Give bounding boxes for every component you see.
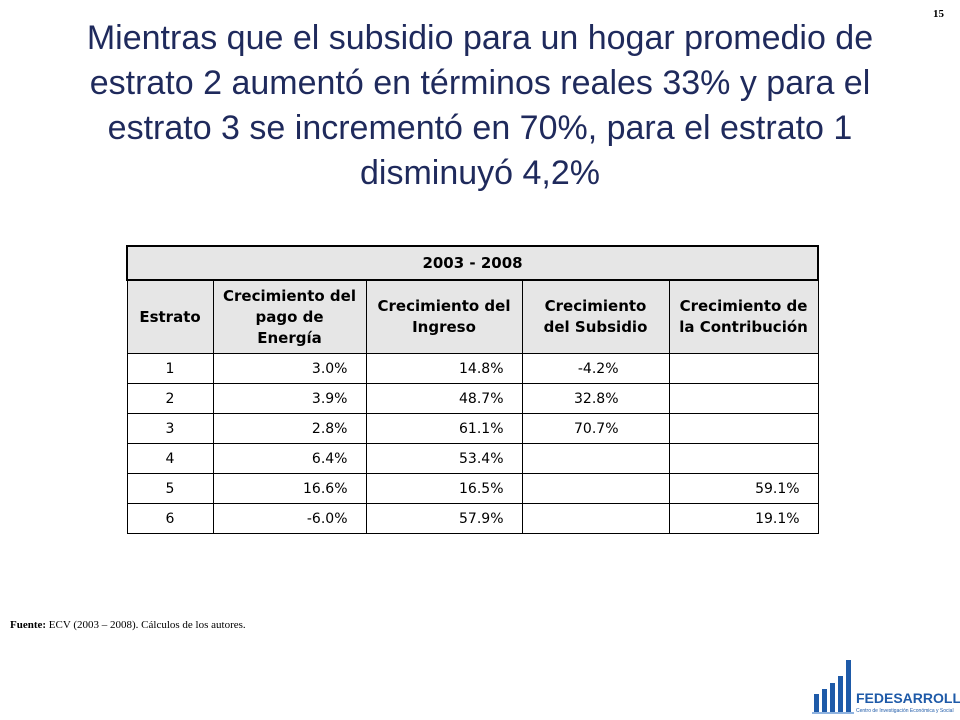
table-row: 6 -6.0% 57.9% 19.1%	[126, 503, 819, 534]
cell-energy-payment-growth: 3.9%	[212, 383, 367, 414]
cell-contribution-growth	[668, 443, 819, 474]
cell-energy-payment-growth: -6.0%	[212, 503, 367, 534]
cell-estrato: 5	[126, 473, 214, 504]
cell-estrato: 3	[126, 413, 214, 444]
header-income-growth: Crecimiento del Ingreso	[365, 279, 523, 354]
cell-energy-payment-growth: 16.6%	[212, 473, 367, 504]
cell-contribution-growth: 19.1%	[668, 503, 819, 534]
cell-income-growth: 57.9%	[365, 503, 523, 534]
header-estrato: Estrato	[126, 279, 214, 354]
cell-estrato: 6	[126, 503, 214, 534]
column-header-row: Estrato Crecimiento del pago de Energía …	[126, 279, 819, 354]
cell-income-growth: 16.5%	[365, 473, 523, 504]
period-header: 2003 - 2008	[125, 245, 820, 281]
slide-title: Mientras que el subsidio para un hogar p…	[86, 19, 874, 192]
source-text: ECV (2003 – 2008). Cálculos de los autor…	[48, 619, 246, 631]
fedesarrollo-logo: FEDESARROLLO Centro de Investigación Eco…	[812, 660, 960, 714]
cell-contribution-growth	[668, 383, 819, 414]
cell-income-growth: 48.7%	[365, 383, 523, 414]
cell-contribution-growth	[668, 413, 819, 444]
cell-contribution-growth: 59.1%	[668, 473, 819, 504]
table-row: 5 16.6% 16.5% 59.1%	[126, 473, 819, 504]
cell-income-growth: 61.1%	[365, 413, 523, 444]
cell-estrato: 4	[126, 443, 214, 474]
table-body: 1 3.0% 14.8% -4.2% 2 3.9% 48.7% 32.8% 3 2.8% 61.1%…	[126, 353, 819, 534]
cell-subsidy-growth	[521, 473, 670, 504]
cell-energy-payment-growth: 3.0%	[212, 353, 367, 384]
cell-subsidy-growth: 32.8%	[521, 383, 670, 414]
table-row: 4 6.4% 53.4%	[126, 443, 819, 474]
svg-text:FEDESARROLLO: FEDESARROLLO	[856, 690, 960, 706]
source-note: Fuente: ECV (2003 – 2008). Cálculos de l…	[10, 619, 246, 631]
cell-income-growth: 14.8%	[365, 353, 523, 384]
table-row: 2 3.9% 48.7% 32.8%	[126, 383, 819, 414]
table-row: 3 2.8% 61.1% 70.7%	[126, 413, 819, 444]
growth-table: 2003 - 2008 Estrato Crecimiento del pago…	[125, 245, 820, 534]
cell-estrato: 2	[126, 383, 214, 414]
header-contribution-growth: Crecimiento de la Contribución	[668, 279, 819, 354]
growth-table-container: 2003 - 2008 Estrato Crecimiento del pago…	[125, 245, 820, 534]
cell-subsidy-growth	[521, 503, 670, 534]
cell-energy-payment-growth: 6.4%	[212, 443, 367, 474]
table-row: 1 3.0% 14.8% -4.2%	[126, 353, 819, 384]
page-number: 15	[933, 8, 944, 20]
cell-subsidy-growth: -4.2%	[521, 353, 670, 384]
cell-estrato: 1	[126, 353, 214, 384]
cell-contribution-growth	[668, 353, 819, 384]
source-label: Fuente:	[10, 619, 47, 631]
header-energy-payment-growth: Crecimiento del pago de Energía	[212, 279, 367, 354]
svg-text:Centro de Investigación Económ: Centro de Investigación Económica y Soci…	[856, 708, 954, 714]
cell-subsidy-growth	[521, 443, 670, 474]
cell-energy-payment-growth: 2.8%	[212, 413, 367, 444]
header-subsidy-growth: Crecimiento del Subsidio	[521, 279, 670, 354]
cell-income-growth: 53.4%	[365, 443, 523, 474]
cell-subsidy-growth: 70.7%	[521, 413, 670, 444]
